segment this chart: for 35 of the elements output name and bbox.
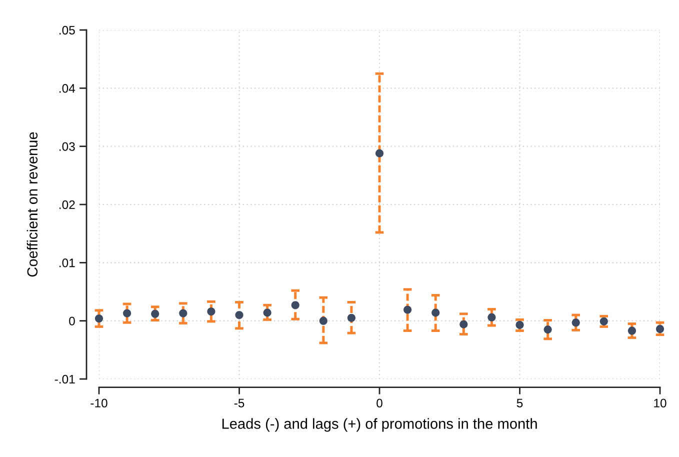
point — [628, 326, 636, 335]
x-tick-label: 5 — [516, 398, 523, 408]
point — [404, 306, 412, 314]
y-tick-label: .05 — [60, 26, 75, 35]
point — [432, 308, 440, 317]
point — [291, 301, 300, 310]
y-tick-label: .03 — [60, 142, 75, 151]
point — [516, 320, 524, 329]
point — [179, 309, 188, 318]
x-tick-label: 0 — [376, 398, 382, 408]
point — [151, 310, 160, 318]
y-axis-title: Coefficient on revenue — [26, 132, 38, 277]
point — [544, 326, 552, 334]
point — [600, 317, 608, 326]
point — [488, 313, 496, 322]
point — [656, 324, 664, 334]
x-tick-label: 10 — [654, 398, 666, 408]
y-tick-label: .04 — [60, 84, 76, 93]
point — [235, 310, 244, 320]
y-tick-label: .02 — [60, 200, 75, 210]
x-tick-label: -5 — [234, 398, 244, 408]
point — [347, 314, 356, 322]
y-tick-label: -.01 — [54, 374, 75, 384]
point — [460, 320, 468, 328]
y-tick-label: 0 — [69, 316, 75, 326]
point — [572, 318, 580, 327]
y-tick-label: .01 — [60, 258, 75, 268]
point — [319, 316, 328, 325]
point — [94, 314, 104, 323]
x-tick-label: -10 — [90, 398, 108, 408]
x-axis-title: Leads (-) and lags (+) of promotions in the month — [222, 418, 537, 432]
point — [207, 307, 216, 316]
point — [263, 308, 272, 317]
point — [375, 149, 384, 158]
point — [123, 309, 132, 318]
